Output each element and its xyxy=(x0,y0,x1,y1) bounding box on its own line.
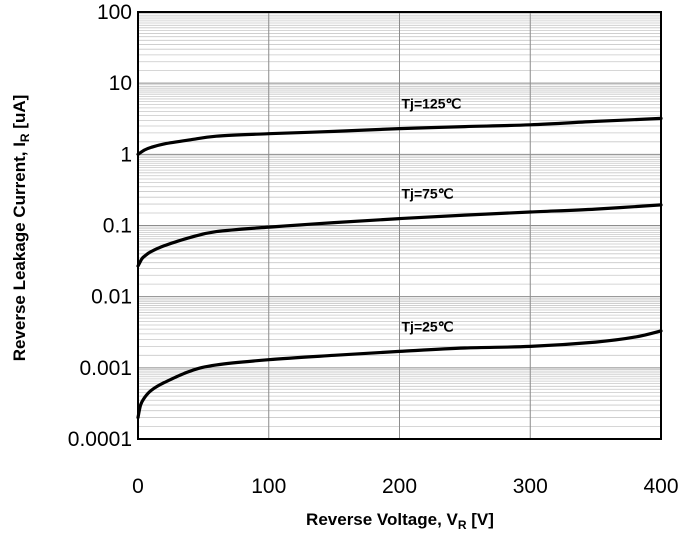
x-tick-labels: 0 100 200 300 400 xyxy=(132,475,678,498)
x-tick-label: 200 xyxy=(382,475,417,498)
series-line-2 xyxy=(136,329,663,420)
plot-frame xyxy=(137,11,662,440)
y-tick-labels: 0.0001 0.001 0.01 0.1 1 10 100 xyxy=(68,1,132,451)
y-axis-title: Reverse Leakage Current, IR [uA] xyxy=(10,95,32,362)
x-tick-label: 400 xyxy=(643,475,678,498)
x-tick-label: 300 xyxy=(513,475,548,498)
y-tick-label: 0.01 xyxy=(91,286,132,309)
y-tick-label: 0.001 xyxy=(79,357,132,380)
y-tick-label: 0.1 xyxy=(103,215,132,238)
y-tick-label: 0.0001 xyxy=(68,428,132,451)
y-tick-label: 100 xyxy=(97,1,132,24)
series-label-0: Tj=125℃ xyxy=(402,96,462,112)
x-tick-label: 0 xyxy=(132,475,144,498)
series-label-1: Tj=75℃ xyxy=(402,186,454,202)
x-tick-label: 100 xyxy=(251,475,286,498)
series-label-2: Tj=25℃ xyxy=(402,318,454,334)
series-line-0 xyxy=(136,116,663,156)
series-layer: Tj=125℃ Tj=75℃ Tj=25℃ xyxy=(136,96,663,420)
x-axis-title: Reverse Voltage, VR [V] xyxy=(306,510,494,532)
series-line-1 xyxy=(136,203,663,268)
y-tick-label: 1 xyxy=(120,143,132,166)
y-tick-label: 10 xyxy=(109,72,132,95)
